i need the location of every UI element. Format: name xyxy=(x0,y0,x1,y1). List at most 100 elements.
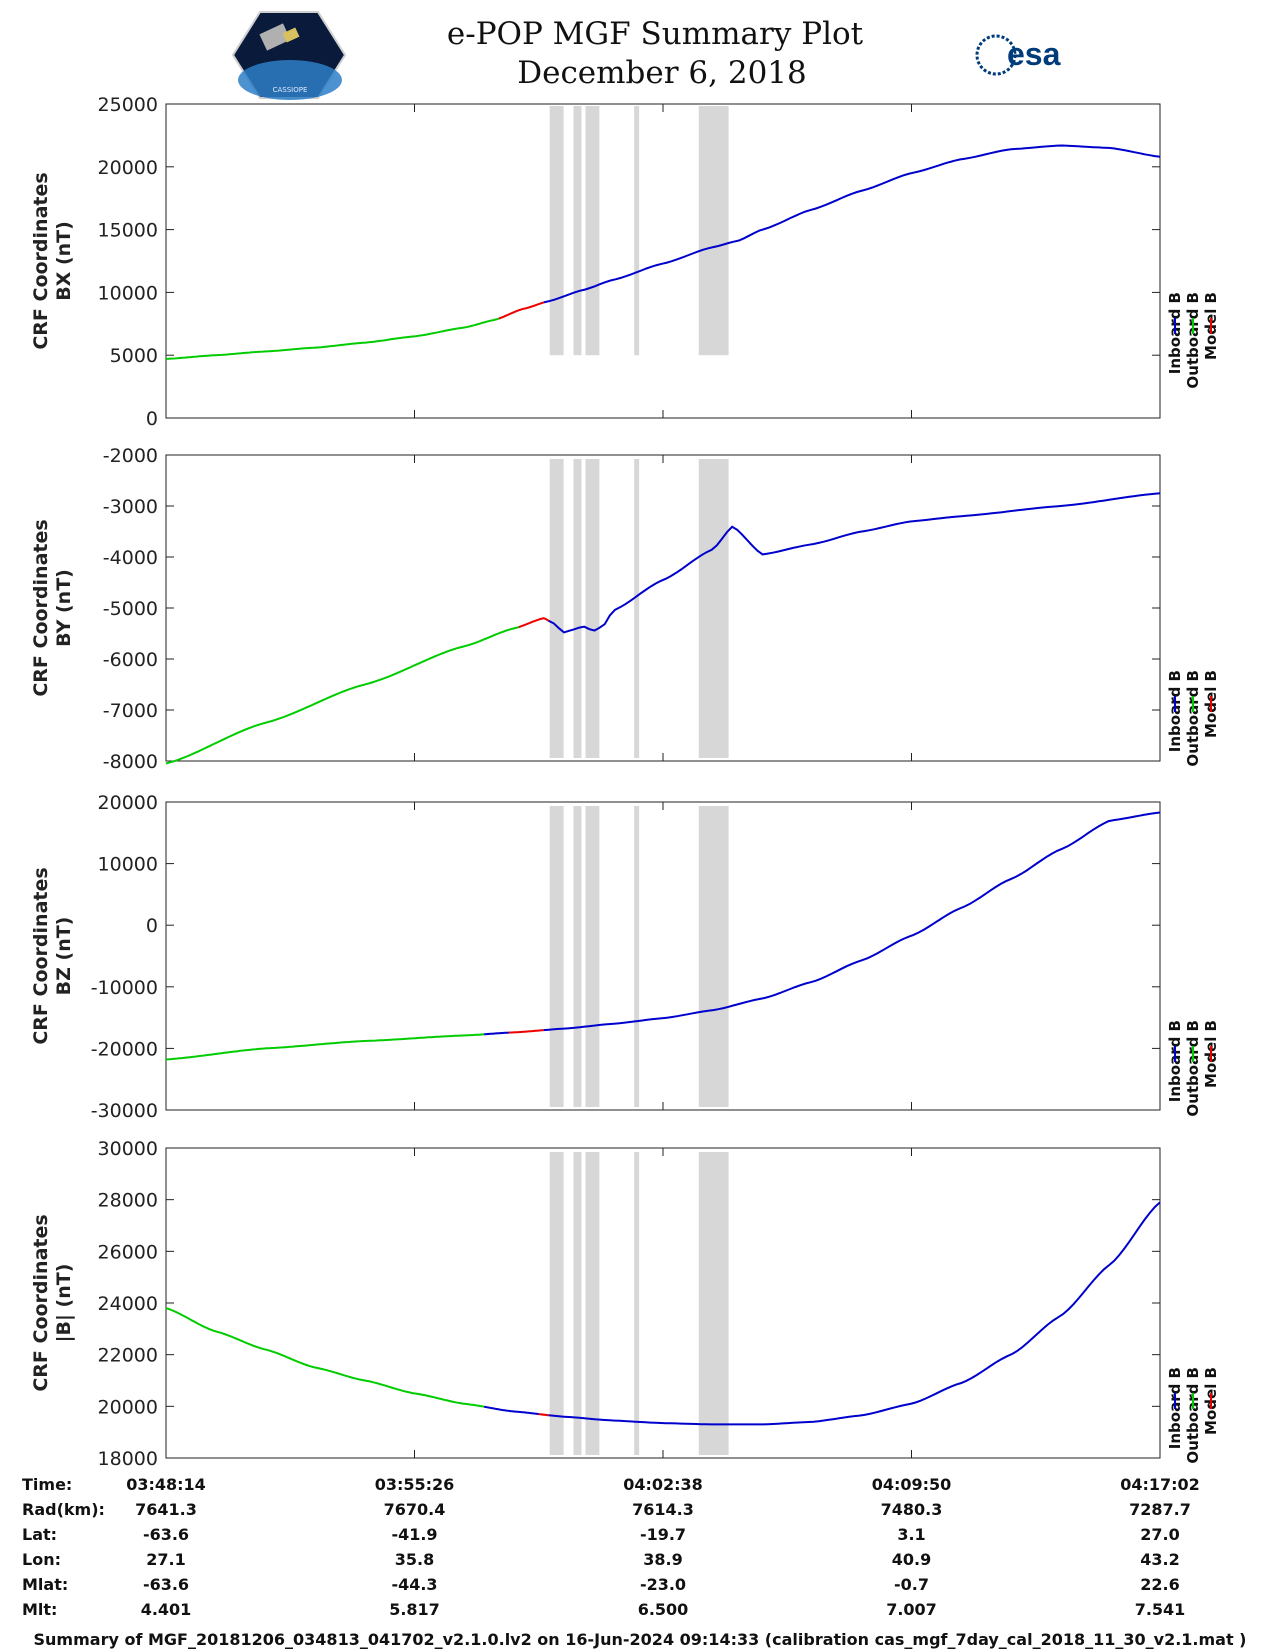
series-line-model xyxy=(498,301,545,320)
ephemeris-cell: 7.007 xyxy=(886,1600,937,1619)
ephemeris-cell: 7614.3 xyxy=(632,1500,694,1519)
series-line-inboard xyxy=(483,1405,539,1416)
ephemeris-cell: -44.3 xyxy=(391,1575,437,1594)
y-tick-label: -5000 xyxy=(103,598,158,620)
y-tick-label: 18000 xyxy=(98,1448,158,1470)
panel-bz: -30000 -20000 -10000 0 10000 20000 CRF Coordin… xyxy=(30,792,1220,1122)
y-tick-label: 0 xyxy=(146,915,158,937)
plot-frame xyxy=(165,1147,1161,1459)
data-gap-shade xyxy=(698,106,729,356)
y-tick-label: -2000 xyxy=(103,445,158,467)
ephemeris-cell: -41.9 xyxy=(391,1525,437,1544)
y-tick-label: 10000 xyxy=(98,854,158,876)
panel-bmag: 18000 20000 22000 24000 26000 28000 30000 CRF C… xyxy=(30,1138,1220,1470)
series-line-inboard xyxy=(548,492,1161,634)
plot-title: e-POP MGF Summary Plot xyxy=(447,16,864,52)
solar-panel-icon xyxy=(282,27,300,43)
ephemeris-cell: 03:48:14 xyxy=(126,1475,206,1494)
ephemeris-cell: 7.541 xyxy=(1135,1600,1186,1619)
y-axis-label: BZ (nT) xyxy=(53,917,75,996)
y-tick-label: -4000 xyxy=(103,547,158,569)
series-line-outboard xyxy=(165,626,520,765)
data-gap-shade xyxy=(573,1152,582,1455)
y-axis-label: CRF Coordinates xyxy=(30,519,52,696)
y-tick-label: 25000 xyxy=(98,94,158,116)
ephemeris-cell: 04:09:50 xyxy=(872,1475,952,1494)
y-axis-label: BY (nT) xyxy=(53,569,75,647)
ephemeris-cell: 03:55:26 xyxy=(375,1475,455,1494)
plot-frame xyxy=(165,454,1161,762)
y-axis-label: CRF Coordinates xyxy=(30,1214,52,1391)
series-line-outboard xyxy=(165,317,500,360)
ephemeris-row-label: Rad(km): xyxy=(22,1500,105,1519)
series-line-outboard xyxy=(165,1307,485,1408)
y-tick-label: 24000 xyxy=(98,1293,158,1315)
satellite-icon xyxy=(259,23,291,51)
ephemeris-row-label: Mlat: xyxy=(22,1575,68,1594)
y-tick-label: 0 xyxy=(146,408,158,430)
ephemeris-row-label: Time: xyxy=(22,1475,72,1494)
y-tick-label: 22000 xyxy=(98,1345,158,1367)
y-tick-label: 20000 xyxy=(98,1396,158,1418)
y-axis-label: CRF Coordinates xyxy=(30,867,52,1044)
data-gap-shade xyxy=(573,806,582,1107)
data-gap-shade xyxy=(549,459,564,758)
ephemeris-cell: 04:02:38 xyxy=(623,1475,703,1494)
y-tick-label: 5000 xyxy=(110,345,158,367)
y-tick-label: -20000 xyxy=(91,1038,158,1060)
ephemeris-cell: 40.9 xyxy=(892,1550,931,1569)
ephemeris-row-label: Mlt: xyxy=(22,1600,57,1619)
data-gap-shade xyxy=(698,806,729,1107)
y-tick-label: 30000 xyxy=(98,1138,158,1160)
series-line-inboard xyxy=(484,1031,509,1036)
ephemeris-cell: 5.817 xyxy=(389,1600,440,1619)
ephemeris-cell: 04:17:02 xyxy=(1120,1475,1200,1494)
y-tick-label: -10000 xyxy=(91,977,158,999)
ephemeris-cell: 27.0 xyxy=(1140,1525,1179,1544)
legend-label-outboard: Outboard B xyxy=(1184,1020,1202,1117)
legend-label-outboard: Outboard B xyxy=(1184,670,1202,767)
series-line-model xyxy=(508,1029,544,1034)
y-tick-label: -7000 xyxy=(103,700,158,722)
esa-logo: esa xyxy=(975,34,1061,76)
plot-date: December 6, 2018 xyxy=(517,55,807,91)
panel-bx: 0 5000 10000 15000 20000 25000 CRF Coordinates… xyxy=(30,94,1220,430)
series-line-inboard xyxy=(543,811,1161,1032)
ephemeris-cell: -23.0 xyxy=(640,1575,686,1594)
data-gap-shade xyxy=(585,1152,600,1455)
data-gap-shade xyxy=(549,1152,564,1455)
series-line-outboard xyxy=(165,1033,485,1061)
ephemeris-cell: -63.6 xyxy=(143,1575,189,1594)
y-tick-label: -30000 xyxy=(91,1100,158,1122)
plot-frame xyxy=(165,103,1161,419)
ephemeris-cell: -63.6 xyxy=(143,1525,189,1544)
data-gap-shade xyxy=(585,106,600,356)
data-gap-shade xyxy=(549,806,564,1107)
ephemeris-cell: 7641.3 xyxy=(135,1500,197,1519)
esa-logo-mark-icon xyxy=(975,34,1017,76)
y-tick-label: 20000 xyxy=(98,792,158,814)
y-tick-label: -8000 xyxy=(103,751,158,773)
ephemeris-cell: -0.7 xyxy=(894,1575,929,1594)
data-gap-shade xyxy=(634,1152,640,1455)
ephemeris-cell: 4.401 xyxy=(141,1600,192,1619)
data-gap-shade xyxy=(573,106,582,356)
y-tick-label: 10000 xyxy=(98,282,158,304)
data-gap-shade xyxy=(585,459,600,758)
cassiope-logo: CASSIOPE xyxy=(231,11,347,100)
y-axis-label: BX (nT) xyxy=(53,221,75,301)
data-gap-shade xyxy=(634,106,640,356)
data-gap-shade xyxy=(573,459,582,758)
series-line-inboard xyxy=(548,1201,1161,1426)
ephemeris-cell: 7287.7 xyxy=(1129,1500,1191,1519)
y-tick-label: -3000 xyxy=(103,496,158,518)
ephemeris-cell: 3.1 xyxy=(897,1525,925,1544)
y-tick-label: 20000 xyxy=(98,157,158,179)
data-gap-shade xyxy=(634,459,640,758)
y-axis-label: |B| (nT) xyxy=(53,1264,75,1343)
ephemeris-cell: 7480.3 xyxy=(881,1500,943,1519)
data-gap-shade xyxy=(549,106,564,356)
footer-caption: Summary of MGF_20181206_034813_041702_v2… xyxy=(34,1630,1247,1649)
ephemeris-cell: 43.2 xyxy=(1140,1550,1179,1569)
